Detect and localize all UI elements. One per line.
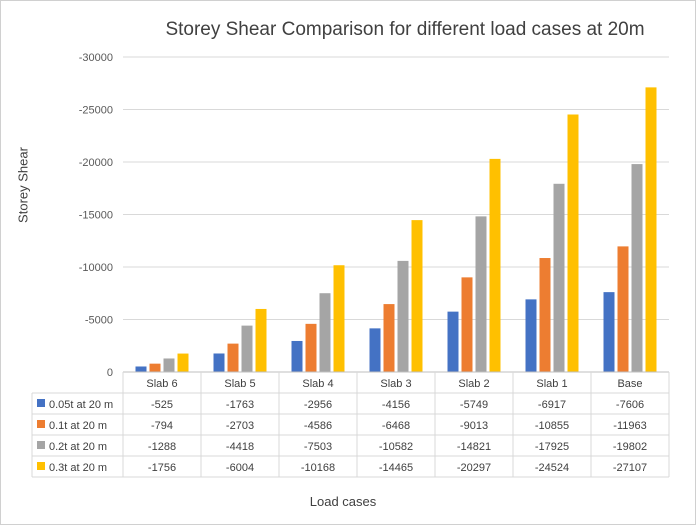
bar: [149, 363, 161, 372]
y-tick-label: -20000: [79, 157, 113, 169]
data-value: -10855: [535, 420, 569, 432]
bar: [333, 265, 345, 372]
data-value: -7606: [616, 399, 644, 411]
bar: [447, 311, 459, 372]
y-tick-label: -30000: [79, 52, 113, 64]
data-value: -4418: [226, 441, 254, 453]
category-label: Slab 1: [536, 378, 567, 390]
legend-key: [37, 420, 45, 428]
data-value: -4156: [382, 399, 410, 411]
y-tick-label: -25000: [79, 105, 113, 117]
y-tick-label: -10000: [79, 262, 113, 274]
data-value: -6917: [538, 399, 566, 411]
x-axis-label: Load cases: [300, 490, 386, 514]
bar: [603, 292, 615, 372]
data-value: -10168: [301, 462, 335, 474]
data-value: -10582: [379, 441, 413, 453]
bar: [539, 258, 551, 372]
data-value: -27107: [613, 462, 647, 474]
y-axis-label-box: Storey Shear: [10, 140, 36, 230]
bar: [475, 216, 487, 372]
category-label: Base: [617, 378, 642, 390]
series-name: 0.05t at 20 m: [49, 399, 113, 411]
data-value: -1763: [226, 399, 254, 411]
category-label: Slab 2: [458, 378, 489, 390]
bar: [411, 220, 423, 372]
data-value: -11963: [613, 420, 646, 432]
bar: [135, 366, 147, 372]
legend-key: [37, 399, 45, 407]
bar: [489, 158, 501, 372]
bar: [227, 343, 239, 372]
category-label: Slab 4: [302, 378, 333, 390]
bar: [255, 308, 267, 372]
category-label: Slab 5: [224, 378, 255, 390]
data-value: -5749: [460, 399, 488, 411]
bar: [397, 260, 409, 372]
bar: [163, 358, 175, 372]
data-value: -19802: [613, 441, 647, 453]
series-name: 0.1t at 20 m: [49, 420, 107, 432]
data-value: -1288: [148, 441, 176, 453]
legend-key: [37, 441, 45, 449]
bar: [525, 299, 537, 372]
data-value: -20297: [457, 462, 491, 474]
data-value: -24524: [535, 462, 569, 474]
data-value: -6468: [382, 420, 410, 432]
data-value: -1756: [148, 462, 176, 474]
data-value: -6004: [226, 462, 254, 474]
bar: [631, 164, 643, 372]
bar: [617, 246, 629, 372]
bar: [645, 87, 657, 373]
y-tick-label: -5000: [85, 315, 113, 327]
series-name: 0.3t at 20 m: [49, 462, 107, 474]
data-value: -525: [151, 399, 173, 411]
data-value: -794: [151, 420, 173, 432]
series-name: 0.2t at 20 m: [49, 441, 107, 453]
bar: [291, 340, 303, 372]
bar: [177, 353, 189, 372]
data-value: -2703: [226, 420, 254, 432]
legend-key: [37, 462, 45, 470]
y-tick-label: 0: [107, 367, 113, 379]
bar: [213, 353, 225, 372]
data-value: -2956: [304, 399, 332, 411]
bar: [461, 277, 473, 372]
data-value: -4586: [304, 420, 332, 432]
data-value: -9013: [460, 420, 488, 432]
data-value: -14465: [379, 462, 413, 474]
bar: [319, 293, 331, 372]
bar: [305, 323, 317, 372]
bar: [553, 183, 565, 372]
bar: [567, 114, 579, 373]
bar: [241, 325, 253, 372]
bar: [369, 328, 381, 372]
category-label: Slab 3: [380, 378, 411, 390]
data-value: -17925: [535, 441, 569, 453]
bar: [383, 304, 395, 372]
y-tick-label: -15000: [79, 210, 113, 222]
category-label: Slab 6: [146, 378, 177, 390]
data-value: -14821: [457, 441, 491, 453]
chart-title: Storey Shear Comparison for different lo…: [165, 19, 645, 40]
data-value: -7503: [304, 441, 332, 453]
